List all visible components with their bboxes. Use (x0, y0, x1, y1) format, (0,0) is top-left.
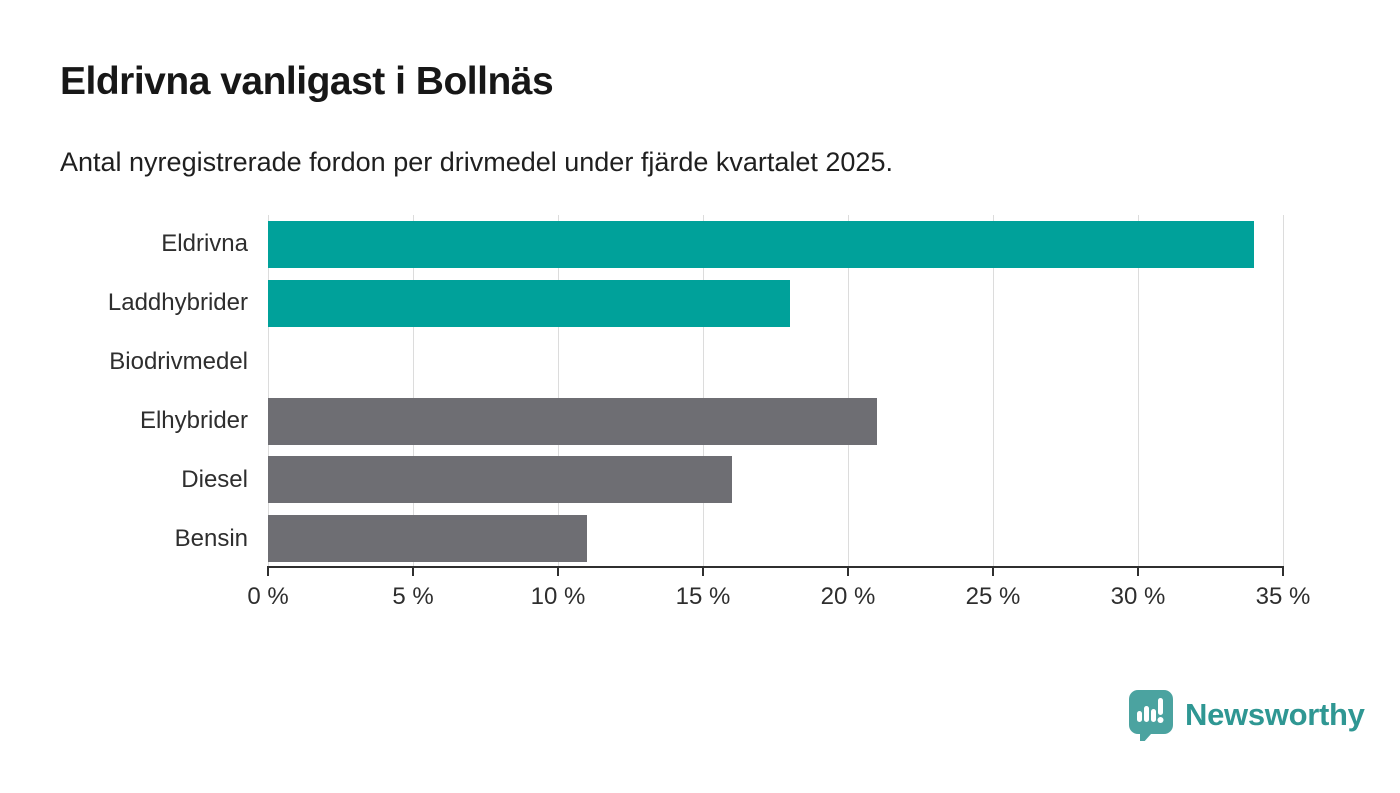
category-label: Laddhybrider (107, 289, 248, 317)
x-tick-label: 5 % (392, 583, 434, 610)
gridline (703, 215, 704, 568)
bar-row (268, 274, 1283, 333)
x-tick-label: 15 % (675, 583, 731, 610)
x-tick (267, 568, 269, 576)
gridline (1138, 215, 1139, 568)
x-tick (557, 568, 559, 576)
bar-laddhybrider (268, 279, 790, 327)
bar-row (268, 509, 1283, 568)
x-tick (702, 568, 704, 576)
category-label: Diesel (181, 465, 248, 493)
x-tick (992, 568, 994, 576)
bar-eldrivna (268, 221, 1254, 268)
chart-subtitle: Antal nyregistrerade fordon per drivmede… (60, 147, 893, 177)
bar-row (268, 215, 1283, 274)
bar-row (268, 392, 1283, 451)
bar-diesel (268, 456, 732, 504)
x-tick-label: 25 % (965, 583, 1021, 610)
x-tick (1137, 568, 1139, 576)
x-tick (412, 568, 414, 576)
category-label: Bensin (174, 524, 248, 552)
category-axis: Eldrivna Laddhybrider Biodrivmedel Elhybrid… (0, 215, 248, 568)
x-axis-ticks (267, 568, 1284, 576)
bar-bensin (268, 515, 587, 563)
newsworthy-logo: Newsworthy (1128, 689, 1365, 741)
x-axis-tick-labels: 0 % 5 % 10 % 15 % 20 % 25 % 30 % 35 % (247, 583, 1310, 613)
chart-title: Eldrivna vanligast i Bollnäs (60, 60, 554, 103)
x-tick-label: 30 % (1110, 583, 1166, 610)
category-label: Elhybrider (139, 406, 248, 434)
x-tick-label: 35 % (1255, 583, 1311, 610)
x-tick-label: 10 % (530, 583, 586, 610)
newsworthy-logo-icon (1128, 689, 1174, 741)
x-tick (1282, 568, 1284, 576)
x-tick-label: 20 % (820, 583, 876, 610)
x-axis-line (267, 566, 1284, 568)
bar-row (268, 450, 1283, 509)
bar-row (268, 333, 1283, 392)
category-label: Eldrivna (161, 230, 248, 258)
x-tick (847, 568, 849, 576)
gridline (413, 215, 414, 568)
gridline (848, 215, 849, 568)
gridline (993, 215, 994, 568)
gridline (268, 215, 269, 568)
gridline (1283, 215, 1284, 568)
newsworthy-logo-text: Newsworthy (1185, 697, 1365, 732)
gridline (558, 215, 559, 568)
x-tick-label: 0 % (247, 583, 289, 610)
category-label: Biodrivmedel (109, 348, 248, 376)
bar-elhybrider (268, 397, 877, 445)
plot-area (268, 215, 1284, 568)
